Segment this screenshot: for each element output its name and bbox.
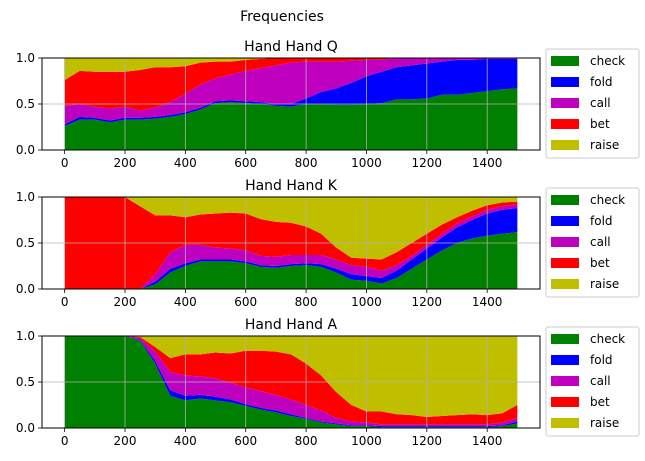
area-call	[64, 336, 518, 427]
legend-swatch-check	[551, 195, 579, 205]
legend-swatch-fold	[551, 216, 579, 226]
area-check	[64, 231, 518, 289]
y-tick-label: 1.0	[16, 329, 35, 343]
x-tick-label: 0	[61, 295, 69, 309]
legend-swatch-call	[551, 98, 579, 108]
x-tick-label: 1000	[351, 295, 382, 309]
legend-swatch-fold	[551, 355, 579, 365]
area-call	[64, 58, 518, 125]
legend-box	[545, 48, 640, 159]
legend-swatch-raise	[551, 140, 579, 150]
legend-label-call: call	[590, 374, 611, 388]
x-tick-label: 200	[114, 156, 137, 170]
legend-label-bet: bet	[590, 395, 610, 409]
x-tick-label: 1200	[412, 156, 443, 170]
chart-title: Hand Hand K	[245, 178, 338, 194]
legend-swatch-check	[551, 56, 579, 66]
legend-swatch-bet	[551, 397, 579, 407]
x-tick-label: 800	[295, 295, 318, 309]
area-fold	[64, 208, 518, 289]
legend-label-call: call	[590, 235, 611, 249]
x-tick-label: 400	[174, 156, 197, 170]
area-raise	[64, 58, 518, 81]
legend-label-check: check	[590, 54, 625, 68]
legend-swatch-raise	[551, 279, 579, 289]
legend: check fold call bet raise	[545, 48, 640, 159]
chart-title: Hand Hand Q	[244, 39, 338, 55]
y-tick-label: 0.0	[16, 143, 35, 157]
x-tick-label: 600	[234, 434, 257, 448]
area-fold	[64, 58, 518, 127]
chart-3: 0 200 400 600 800 1000 1200 1400 0.0 0.5 1.0 Hand H…	[16, 317, 640, 448]
x-tick-label: 600	[234, 156, 257, 170]
legend-label-fold: fold	[590, 75, 613, 89]
legend: check fold call bet raise	[545, 326, 640, 437]
y-tick-label: 1.0	[16, 51, 35, 65]
x-tick-label: 0	[61, 156, 69, 170]
charts-container: 0 200 400 600 800 1000 1200 1400 0.0 0.5 1.0 Hand H…	[16, 39, 640, 448]
legend-swatch-call	[551, 376, 579, 386]
y-tick-label: 0.5	[16, 97, 35, 111]
legend-label-raise: raise	[590, 277, 619, 291]
legend: check fold call bet raise	[545, 187, 640, 298]
y-tick-label: 0.0	[16, 421, 35, 435]
x-tick-label: 200	[114, 434, 137, 448]
chart-2: 0 200 400 600 800 1000 1200 1400 0.0 0.5 1.0 Hand H…	[16, 178, 640, 309]
x-tick-label: 0	[61, 434, 69, 448]
x-tick-label: 600	[234, 295, 257, 309]
area-raise	[64, 336, 518, 417]
x-tick-label: 1200	[412, 295, 443, 309]
area-check	[64, 336, 518, 428]
area-bet	[64, 336, 518, 425]
legend-label-bet: bet	[590, 256, 610, 270]
figure-title: Frequencies	[240, 9, 324, 25]
x-tick-label: 1400	[472, 156, 503, 170]
x-tick-label: 400	[174, 295, 197, 309]
legend-swatch-fold	[551, 77, 579, 87]
legend-label-check: check	[590, 193, 625, 207]
legend-label-bet: bet	[590, 117, 610, 131]
legend-box	[545, 187, 640, 298]
y-tick-label: 0.5	[16, 375, 35, 389]
legend-label-fold: fold	[590, 214, 613, 228]
x-tick-label: 1000	[351, 156, 382, 170]
area-raise	[64, 197, 518, 260]
y-tick-label: 1.0	[16, 190, 35, 204]
legend-label-fold: fold	[590, 353, 613, 367]
y-tick-label: 0.0	[16, 282, 35, 296]
legend-swatch-call	[551, 237, 579, 247]
legend-label-call: call	[590, 96, 611, 110]
legend-swatch-bet	[551, 119, 579, 129]
x-tick-label: 1000	[351, 434, 382, 448]
legend-box	[545, 326, 640, 437]
x-tick-label: 800	[295, 434, 318, 448]
legend-label-check: check	[590, 332, 625, 346]
chart-1: 0 200 400 600 800 1000 1200 1400 0.0 0.5 1.0 Hand H…	[16, 39, 640, 170]
legend-swatch-bet	[551, 258, 579, 268]
x-tick-label: 400	[174, 434, 197, 448]
legend-label-raise: raise	[590, 416, 619, 430]
y-tick-label: 0.5	[16, 236, 35, 250]
x-tick-label: 1200	[412, 434, 443, 448]
legend-label-raise: raise	[590, 138, 619, 152]
x-tick-label: 1400	[472, 434, 503, 448]
chart-title: Hand Hand A	[245, 317, 338, 333]
area-bet	[64, 58, 518, 111]
x-tick-label: 200	[114, 295, 137, 309]
x-tick-label: 1400	[472, 295, 503, 309]
legend-swatch-check	[551, 334, 579, 344]
legend-swatch-raise	[551, 418, 579, 428]
x-tick-label: 800	[295, 156, 318, 170]
